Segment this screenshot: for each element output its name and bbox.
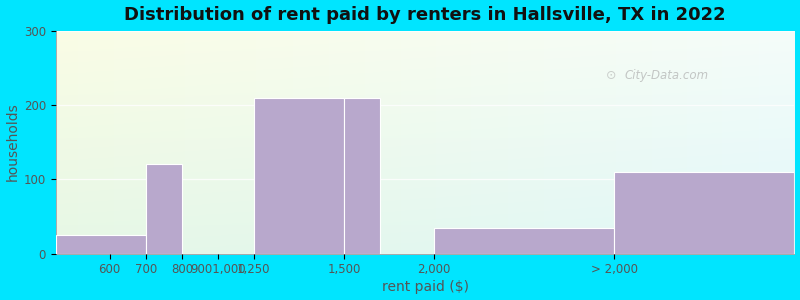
Bar xyxy=(434,228,614,253)
Y-axis label: households: households xyxy=(6,103,19,182)
X-axis label: rent paid ($): rent paid ($) xyxy=(382,280,469,294)
Text: ⊙: ⊙ xyxy=(606,69,617,82)
Bar xyxy=(146,164,182,254)
Text: City-Data.com: City-Data.com xyxy=(625,69,709,82)
Bar xyxy=(56,235,146,254)
Title: Distribution of rent paid by renters in Hallsville, TX in 2022: Distribution of rent paid by renters in … xyxy=(124,6,726,24)
Bar xyxy=(254,98,344,254)
Bar xyxy=(614,172,794,254)
Bar xyxy=(344,98,380,254)
